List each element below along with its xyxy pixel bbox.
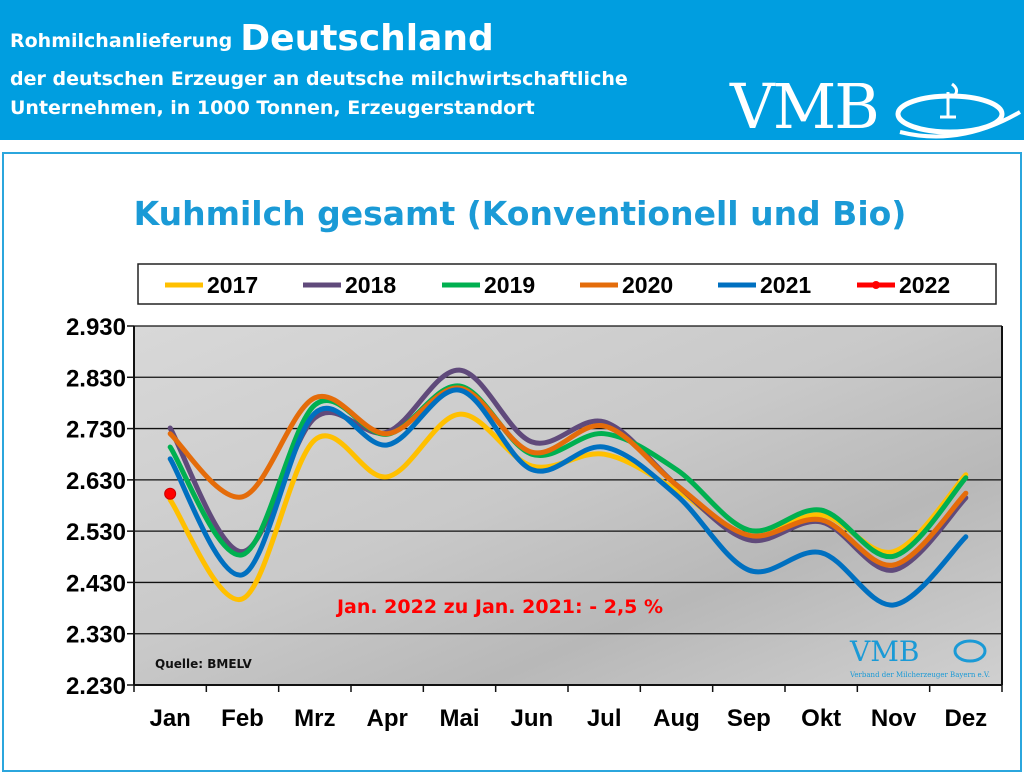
legend-marker-2022 <box>872 281 880 289</box>
y-tick-label: 2.430 <box>66 570 126 597</box>
y-tick-label: 2.830 <box>66 365 126 392</box>
x-tick-label: Sep <box>727 705 771 732</box>
header-banner: Rohmilchanlieferung Deutschland der deuts… <box>0 0 1024 140</box>
x-tick-label: Jul <box>587 705 622 732</box>
header-line2: der deutschen Erzeuger an deutsche milch… <box>10 68 628 90</box>
x-tick-label: Okt <box>801 705 841 732</box>
x-tick-label: Feb <box>221 705 264 732</box>
watermark-subtitle: Verband der Milcherzeuger Bayern e.V. <box>849 671 990 679</box>
y-tick-label: 2.530 <box>66 519 126 546</box>
vmb-logo-text: VMB <box>730 70 880 143</box>
x-tick-label: Jan <box>149 705 190 732</box>
series-line-2017 <box>167 411 969 602</box>
watermark-swirl-icon <box>953 639 987 663</box>
legend-label-2021: 2021 <box>760 272 811 298</box>
series-line-2020 <box>167 385 969 568</box>
y-tick-label: 2.230 <box>66 673 126 700</box>
y-tick-label: 2.330 <box>66 622 126 649</box>
y-tick-label: 2.930 <box>66 314 126 341</box>
legend-label-2017: 2017 <box>207 272 258 298</box>
plot-area <box>134 326 1002 685</box>
y-tick-label: 2.730 <box>66 417 126 444</box>
legend-label-2018: 2018 <box>345 272 396 298</box>
series-line-2021 <box>167 387 969 608</box>
x-tick-label: Aug <box>653 705 700 732</box>
header-country: Deutschland <box>240 18 494 59</box>
legend-label-2019: 2019 <box>484 272 535 298</box>
legend-label-2020: 2020 <box>622 272 673 298</box>
x-tick-label: Mai <box>439 705 479 732</box>
chart-title: Kuhmilch gesamt (Konventionell und Bio) <box>134 194 907 233</box>
x-tick-label: Jun <box>510 705 553 732</box>
x-tick-label: Nov <box>871 705 917 732</box>
legend-box <box>137 263 997 305</box>
vmb-logo-swirl-icon <box>895 82 1022 139</box>
header-line3: Unternehmen, in 1000 Tonnen, Erzeugersta… <box>10 97 535 119</box>
x-tick-label: Dez <box>944 705 987 732</box>
data-point-2022 <box>164 487 177 500</box>
watermark-logo: VMB <box>849 635 919 668</box>
legend-label-2022: 2022 <box>899 272 950 298</box>
y-tick-label: 2.630 <box>66 468 126 495</box>
x-tick-label: Apr <box>366 705 407 732</box>
source-label: Quelle: BMELV <box>155 657 253 671</box>
annotation: Jan. 2022 zu Jan. 2021: - 2,5 % <box>335 596 663 618</box>
x-tick-label: Mrz <box>294 705 335 732</box>
header-prefix: Rohmilchanlieferung <box>10 30 233 52</box>
header-line1: Rohmilchanlieferung Deutschland <box>10 18 494 59</box>
vmb-logo: VMB <box>730 76 880 138</box>
series-line-2019 <box>167 383 969 560</box>
